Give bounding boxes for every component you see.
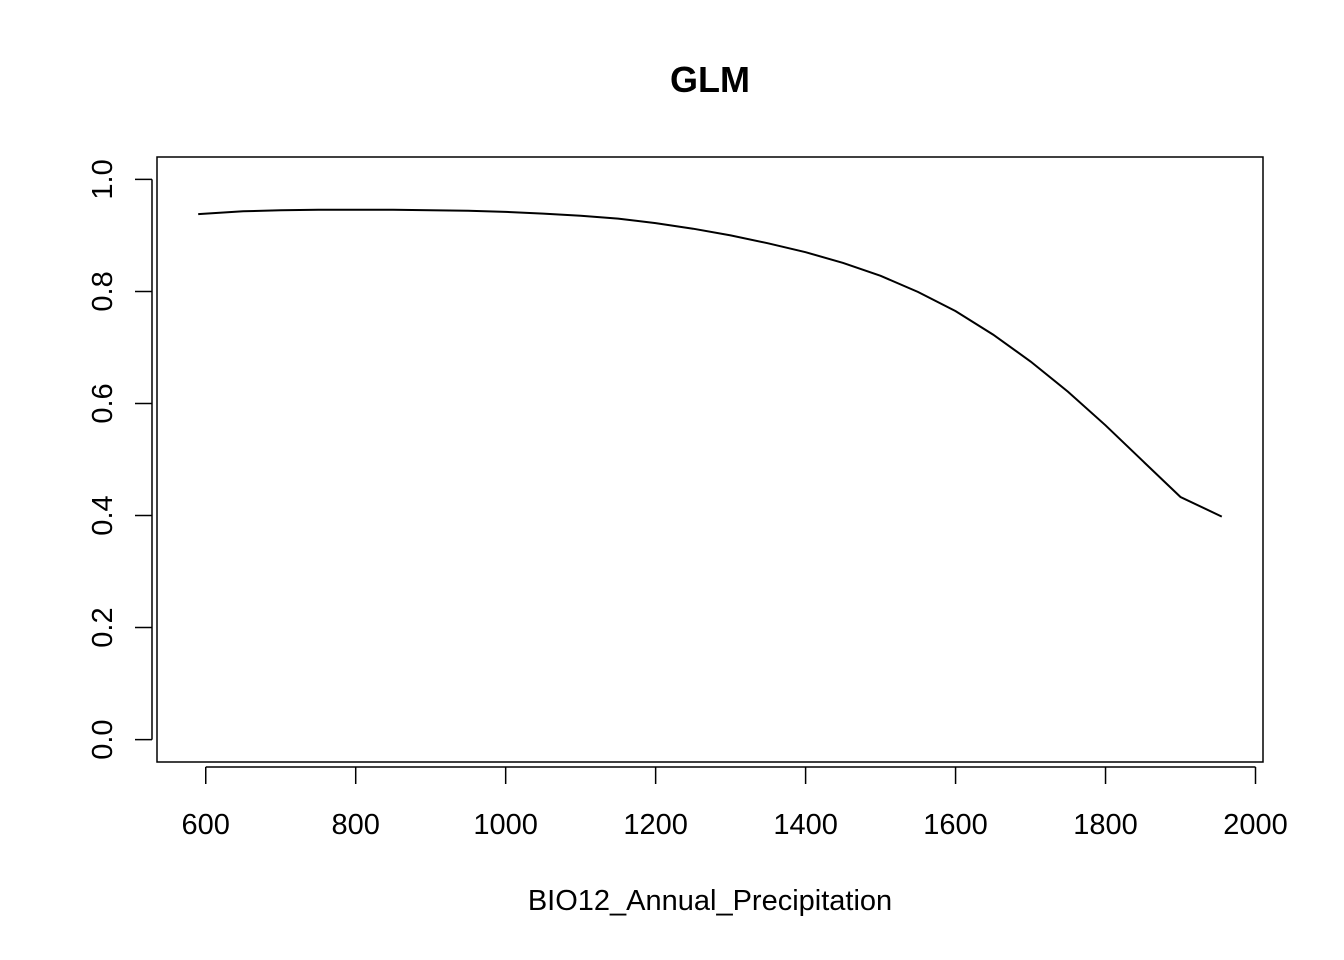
x-tick-label: 1400	[773, 809, 838, 841]
x-tick-label: 1600	[923, 809, 988, 841]
plot-frame	[156, 156, 1264, 763]
x-tick-label: 1200	[623, 809, 688, 841]
y-tick-label: 0.4	[87, 495, 119, 535]
x-tick-label: 1800	[1073, 809, 1138, 841]
y-tick-label: 1.0	[87, 159, 119, 199]
y-tick-label: 0.8	[87, 271, 119, 311]
y-tick-label: 0.6	[87, 383, 119, 423]
chart-title: GLM	[670, 59, 750, 100]
x-tick-label: 600	[182, 809, 230, 841]
series-line	[198, 208, 1223, 518]
x-axis-label: BIO12_Annual_Precipitation	[528, 885, 892, 917]
x-tick-label: 800	[332, 809, 380, 841]
x-tick-label: 1000	[473, 809, 538, 841]
series-group	[198, 208, 1223, 518]
y-tick-label: 0.2	[87, 607, 119, 647]
y-tick-label: 0.0	[87, 719, 119, 759]
x-tick-label: 2000	[1223, 809, 1288, 841]
x-axis: 600 800 1000 1200 1400 1600 1800 2000	[182, 766, 1288, 841]
y-axis: 0.0 0.2 0.4 0.6 0.8 1.0	[87, 159, 153, 760]
